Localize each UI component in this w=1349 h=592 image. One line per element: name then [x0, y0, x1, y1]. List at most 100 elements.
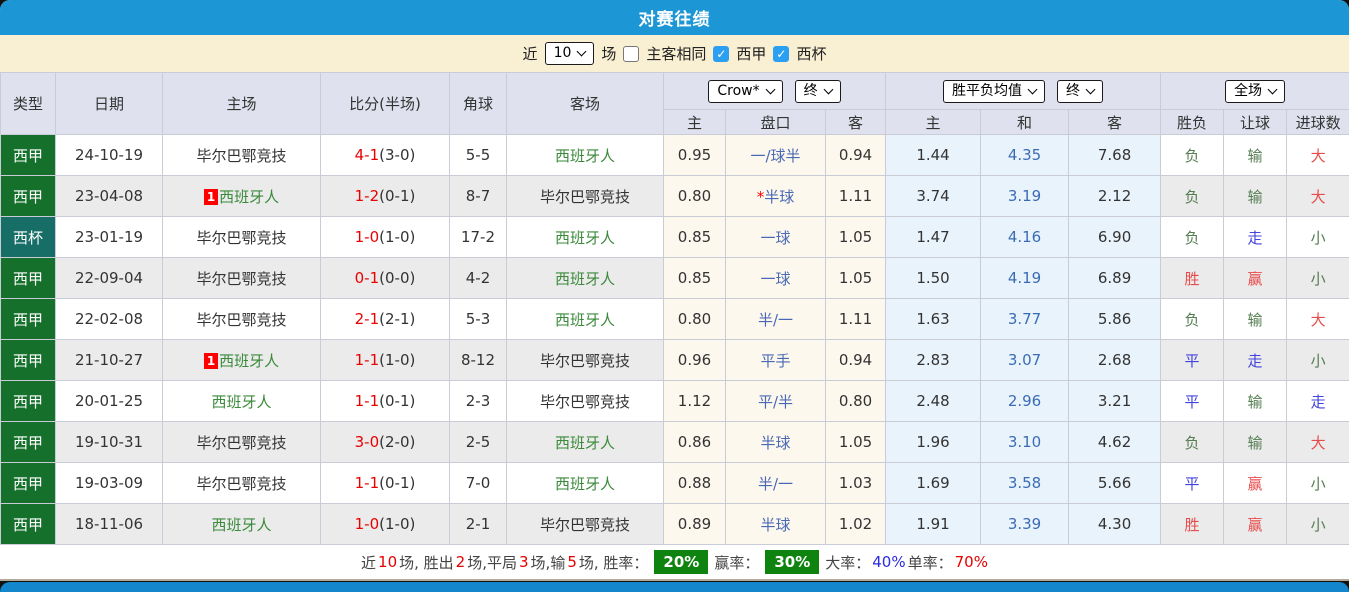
- odds-home-cell: 0.86: [664, 422, 726, 463]
- history-table: 类型 日期 主场 比分(半场) 角球 客场 Crow* 终: [0, 72, 1349, 545]
- summary-text: 2: [456, 553, 466, 571]
- away-team-name: 毕尔巴鄂竞技: [540, 516, 630, 534]
- home-team-cell: 西班牙人: [163, 381, 321, 422]
- fulltime-score: 3-0: [355, 433, 380, 451]
- odds-line-cell: 平/半: [726, 381, 826, 422]
- odds-home-cell: 0.89: [664, 504, 726, 545]
- summary-text: 3: [519, 553, 529, 571]
- avg-away-cell: 5.66: [1069, 463, 1161, 504]
- avg-away-cell: 2.68: [1069, 340, 1161, 381]
- halftime-score: (2-1): [379, 310, 415, 328]
- same-venue-checkbox[interactable]: [623, 46, 639, 62]
- result-wdl-cell: 负: [1161, 135, 1224, 176]
- away-team-cell: 毕尔巴鄂竞技: [507, 381, 664, 422]
- odds-away-cell: 1.03: [826, 463, 886, 504]
- line-text: 半球: [760, 516, 790, 534]
- score-cell: 1-1(1-0): [321, 340, 450, 381]
- avg-period-select[interactable]: 终: [1057, 80, 1103, 103]
- recent-prefix-label: 近: [523, 43, 538, 64]
- corner-cell: 5-5: [450, 135, 507, 176]
- recent-count-value: 10: [554, 45, 572, 62]
- summary-text: 场,平局: [467, 552, 517, 573]
- avg-draw-cell: 3.07: [981, 340, 1069, 381]
- table-row: 西甲 19-03-09 毕尔巴鄂竞技 1-1(0-1) 7-0 西班牙人 0.8…: [1, 463, 1349, 504]
- date-cell: 19-10-31: [56, 422, 163, 463]
- line-text: 一/球半: [750, 147, 800, 165]
- date-cell: 21-10-27: [56, 340, 163, 381]
- scope-select-value: 全场: [1234, 83, 1262, 100]
- halftime-score: (0-1): [379, 392, 415, 410]
- odds-home-cell: 0.85: [664, 217, 726, 258]
- corner-cell: 5-3: [450, 299, 507, 340]
- col-header-type: 类型: [1, 73, 56, 135]
- result-wdl-cell: 负: [1161, 217, 1224, 258]
- home-team-name: 毕尔巴鄂竞技: [196, 270, 286, 288]
- date-cell: 23-04-08: [56, 176, 163, 217]
- bookmaker-select[interactable]: Crow*: [708, 80, 782, 103]
- chevron-down-icon: [823, 84, 833, 94]
- summary-badge: 30%: [765, 550, 819, 574]
- home-team-name: 毕尔巴鄂竞技: [196, 147, 286, 165]
- league1-checkbox[interactable]: [713, 46, 729, 62]
- avg-draw-cell: 4.19: [981, 258, 1069, 299]
- home-team-name: 西班牙人: [219, 352, 279, 370]
- odds-line-cell: 半/一: [726, 299, 826, 340]
- col-header-away: 客场: [507, 73, 664, 135]
- league2-label: 西杯: [796, 43, 826, 64]
- result-handicap-cell: 赢: [1224, 258, 1287, 299]
- rank-badge: 1: [204, 353, 218, 369]
- odds-home-cell: 0.95: [664, 135, 726, 176]
- halftime-score: (2-0): [379, 433, 415, 451]
- league-cell: 西甲: [1, 340, 56, 381]
- result-wdl-cell: 负: [1161, 422, 1224, 463]
- summary-text: 10: [378, 553, 397, 571]
- home-team-cell: 毕尔巴鄂竞技: [163, 299, 321, 340]
- odds-line-cell: *半球: [726, 176, 826, 217]
- result-goals-cell: 小: [1287, 217, 1349, 258]
- away-team-name: 毕尔巴鄂竞技: [540, 352, 630, 370]
- fulltime-score: 1-1: [355, 351, 380, 369]
- odds-line-cell: 平手: [726, 340, 826, 381]
- corner-cell: 2-3: [450, 381, 507, 422]
- col-header-home: 主场: [163, 73, 321, 135]
- home-team-cell: 毕尔巴鄂竞技: [163, 463, 321, 504]
- date-cell: 23-01-19: [56, 217, 163, 258]
- col-header-score: 比分(半场): [321, 73, 450, 135]
- recent-count-select[interactable]: 10: [545, 42, 595, 65]
- avg-group-header: 胜平负均值 终: [886, 73, 1161, 110]
- home-team-cell: 毕尔巴鄂竞技: [163, 422, 321, 463]
- odds-period-select[interactable]: 终: [795, 80, 841, 103]
- rank-badge: 1: [204, 189, 218, 205]
- avg-home-cell: 1.47: [886, 217, 981, 258]
- league2-checkbox[interactable]: [773, 46, 789, 62]
- avg-home-cell: 3.74: [886, 176, 981, 217]
- subheader-avg-draw: 和: [981, 110, 1069, 135]
- result-goals-cell: 小: [1287, 258, 1349, 299]
- result-goals-cell: 走: [1287, 381, 1349, 422]
- away-team-cell: 毕尔巴鄂竞技: [507, 176, 664, 217]
- summary-text: 赢率：: [714, 552, 759, 573]
- scope-select[interactable]: 全场: [1225, 80, 1285, 103]
- avg-odds-select[interactable]: 胜平负均值: [943, 80, 1045, 103]
- league-cell: 西甲: [1, 299, 56, 340]
- summary-text: 近: [361, 552, 376, 573]
- result-handicap-cell: 输: [1224, 176, 1287, 217]
- odds-line-cell: 一/球半: [726, 135, 826, 176]
- home-team-name: 毕尔巴鄂竞技: [196, 475, 286, 493]
- subheader-result-wdl: 胜负: [1161, 110, 1224, 135]
- avg-away-cell: 4.62: [1069, 422, 1161, 463]
- result-group-header: 全场: [1161, 73, 1349, 110]
- result-handicap-cell: 赢: [1224, 504, 1287, 545]
- away-team-cell: 毕尔巴鄂竞技: [507, 340, 664, 381]
- result-wdl-cell: 平: [1161, 463, 1224, 504]
- avg-draw-cell: 3.77: [981, 299, 1069, 340]
- subheader-odds-home: 主: [664, 110, 726, 135]
- col-header-date: 日期: [56, 73, 163, 135]
- avg-home-cell: 1.91: [886, 504, 981, 545]
- result-handicap-cell: 输: [1224, 422, 1287, 463]
- odds-home-cell: 0.88: [664, 463, 726, 504]
- score-cell: 1-0(1-0): [321, 504, 450, 545]
